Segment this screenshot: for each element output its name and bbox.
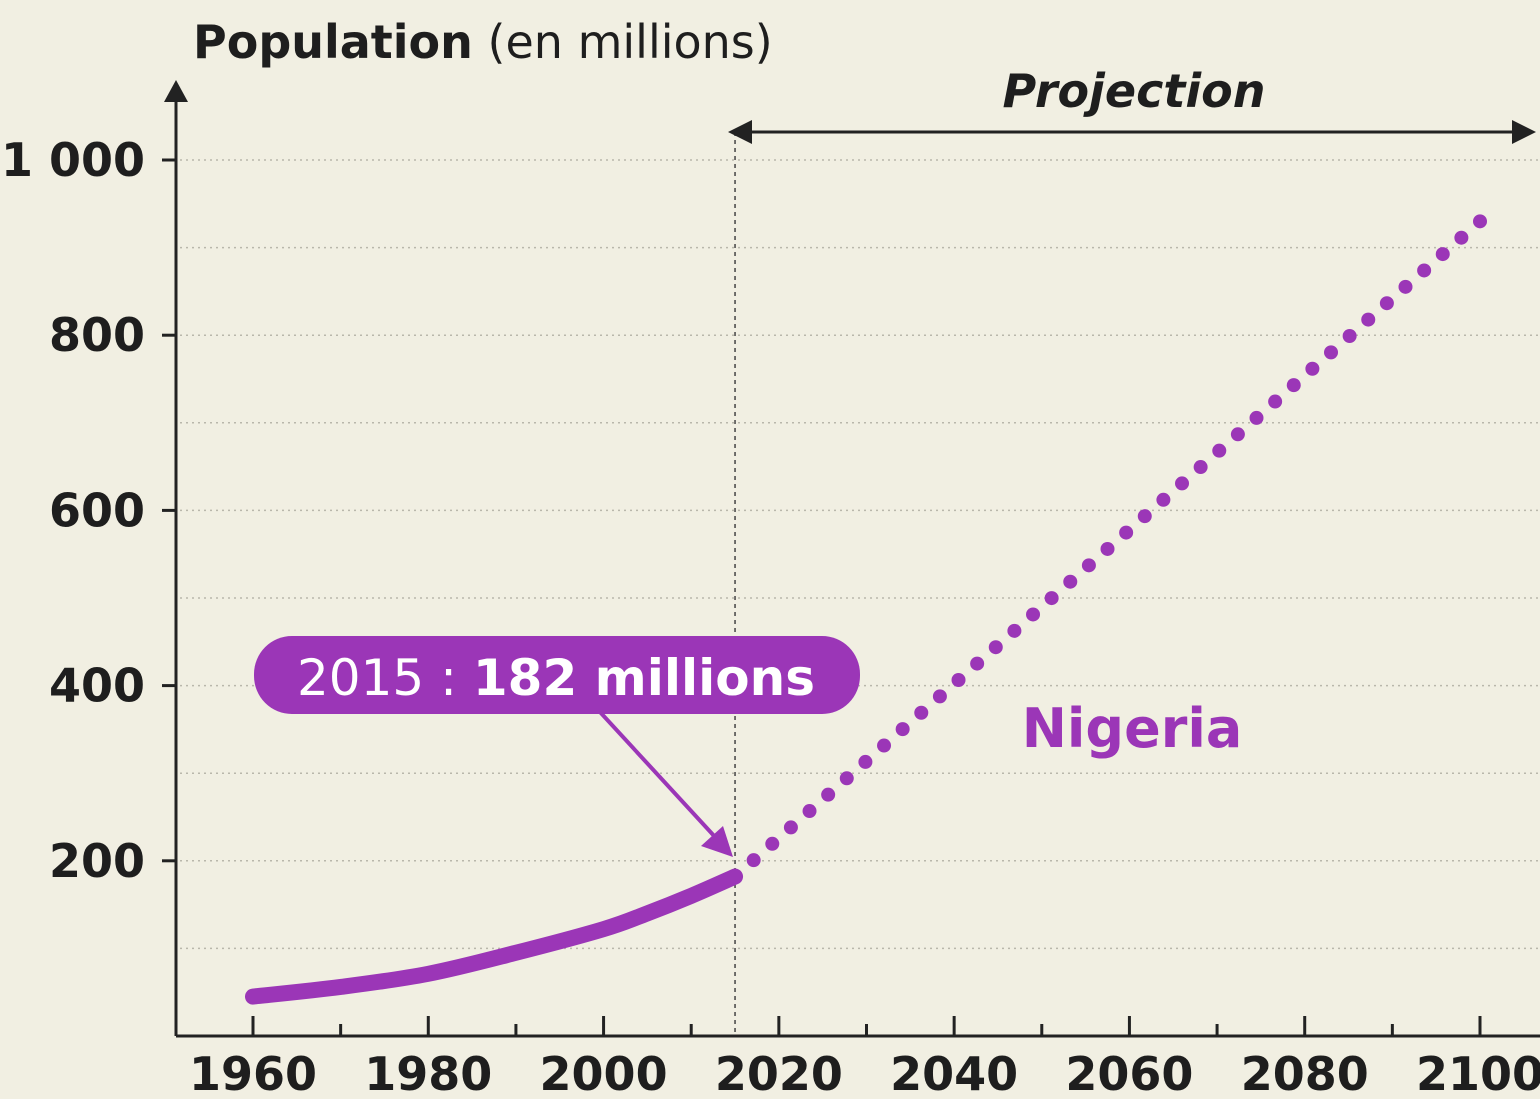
projection-dot: [1026, 607, 1041, 622]
projection-dot: [1137, 509, 1152, 524]
projection-dot: [1081, 558, 1096, 573]
y-tick-label: 800: [49, 308, 145, 362]
series-label-nigeria: Nigeria: [1022, 697, 1243, 760]
projection-dot: [1268, 394, 1283, 409]
projection-dot: [1193, 460, 1208, 475]
projection-dot: [951, 672, 966, 687]
projection-dot: [1119, 525, 1134, 540]
projection-dot: [1007, 623, 1022, 638]
projection-dot: [1454, 230, 1469, 245]
projection-arrow-right-icon: [1512, 120, 1536, 144]
projection-dot: [1473, 214, 1487, 229]
series-nigeria-historical-line: [245, 868, 744, 1005]
projection-arrow-left-icon: [728, 120, 752, 144]
projection-dot: [1398, 279, 1413, 294]
projection-dot: [895, 722, 910, 737]
projection-dot: [783, 820, 798, 835]
projection-dot: [1361, 312, 1376, 327]
y-ticks: 200 400 600 800 1 000: [1, 133, 176, 888]
projection-dot: [1175, 476, 1190, 491]
annotation-value: 182 millions: [473, 649, 815, 707]
annotation-2015: 2015 : 182 millions: [254, 636, 860, 857]
grid-lines: [180, 159, 1540, 950]
annotation-pointer-arrow-icon: [701, 826, 733, 857]
y-axis-title: Population (en millions): [193, 15, 773, 69]
x-tick-label: 2060: [1065, 1047, 1193, 1099]
projection-dot: [1063, 574, 1078, 589]
y-tick-label: 600: [49, 483, 145, 537]
projection-dot: [1286, 378, 1301, 393]
projection-dot: [1100, 541, 1115, 556]
x-tick-label: 1960: [189, 1047, 317, 1099]
projection-dot: [1324, 345, 1339, 360]
annotation-year: 2015 :: [297, 649, 473, 707]
projection-dot: [970, 656, 985, 671]
projection-dot: [932, 689, 947, 704]
projection-dot: [1342, 328, 1357, 343]
axes: [164, 80, 1540, 1038]
projection-dot: [1379, 296, 1394, 311]
projection-dot: [1044, 591, 1059, 606]
x-tick-label: 2000: [540, 1047, 668, 1099]
y-tick-label: 400: [49, 659, 145, 713]
projection-dot: [1249, 410, 1264, 425]
x-tick-label: 2020: [715, 1047, 843, 1099]
projection-dot: [1212, 443, 1227, 458]
projection-dot: [802, 804, 817, 819]
projection-dot: [746, 853, 761, 868]
projection-dot: [765, 836, 780, 851]
projection-dot: [1417, 263, 1432, 278]
projection-dot: [1435, 247, 1450, 262]
series-nigeria-projection-dots: [746, 214, 1487, 868]
projection-dot: [1156, 492, 1171, 507]
projection-dot: [839, 771, 854, 786]
y-tick-label: 1 000: [1, 133, 145, 187]
projection-dot: [1230, 427, 1245, 442]
projection-label: Projection: [1003, 64, 1266, 118]
annotation-pointer-line: [598, 710, 718, 840]
projection-dot: [988, 640, 1003, 655]
projection-dot: [821, 787, 836, 802]
x-tick-label: 2100: [1416, 1047, 1540, 1099]
annotation-text: 2015 : 182 millions: [297, 649, 815, 707]
projection-dot: [1305, 361, 1320, 376]
x-ticks: 1960 1980 2000 2020 2040 2060 2080 2100: [189, 1016, 1540, 1099]
projection-dot: [877, 738, 892, 753]
annotation-badge: [254, 636, 860, 714]
projection-dot: [858, 754, 873, 769]
x-tick-label: 2040: [890, 1047, 1018, 1099]
y-tick-label: 200: [49, 834, 145, 888]
projection-range: Projection: [728, 64, 1536, 144]
y-axis-title-bold: Population: [193, 15, 473, 69]
x-tick-label: 1980: [364, 1047, 492, 1099]
y-axis-title-unit: (en millions): [473, 15, 773, 69]
x-tick-label: 2080: [1241, 1047, 1369, 1099]
projection-dot: [914, 705, 929, 720]
y-axis-arrow-icon: [164, 80, 188, 102]
